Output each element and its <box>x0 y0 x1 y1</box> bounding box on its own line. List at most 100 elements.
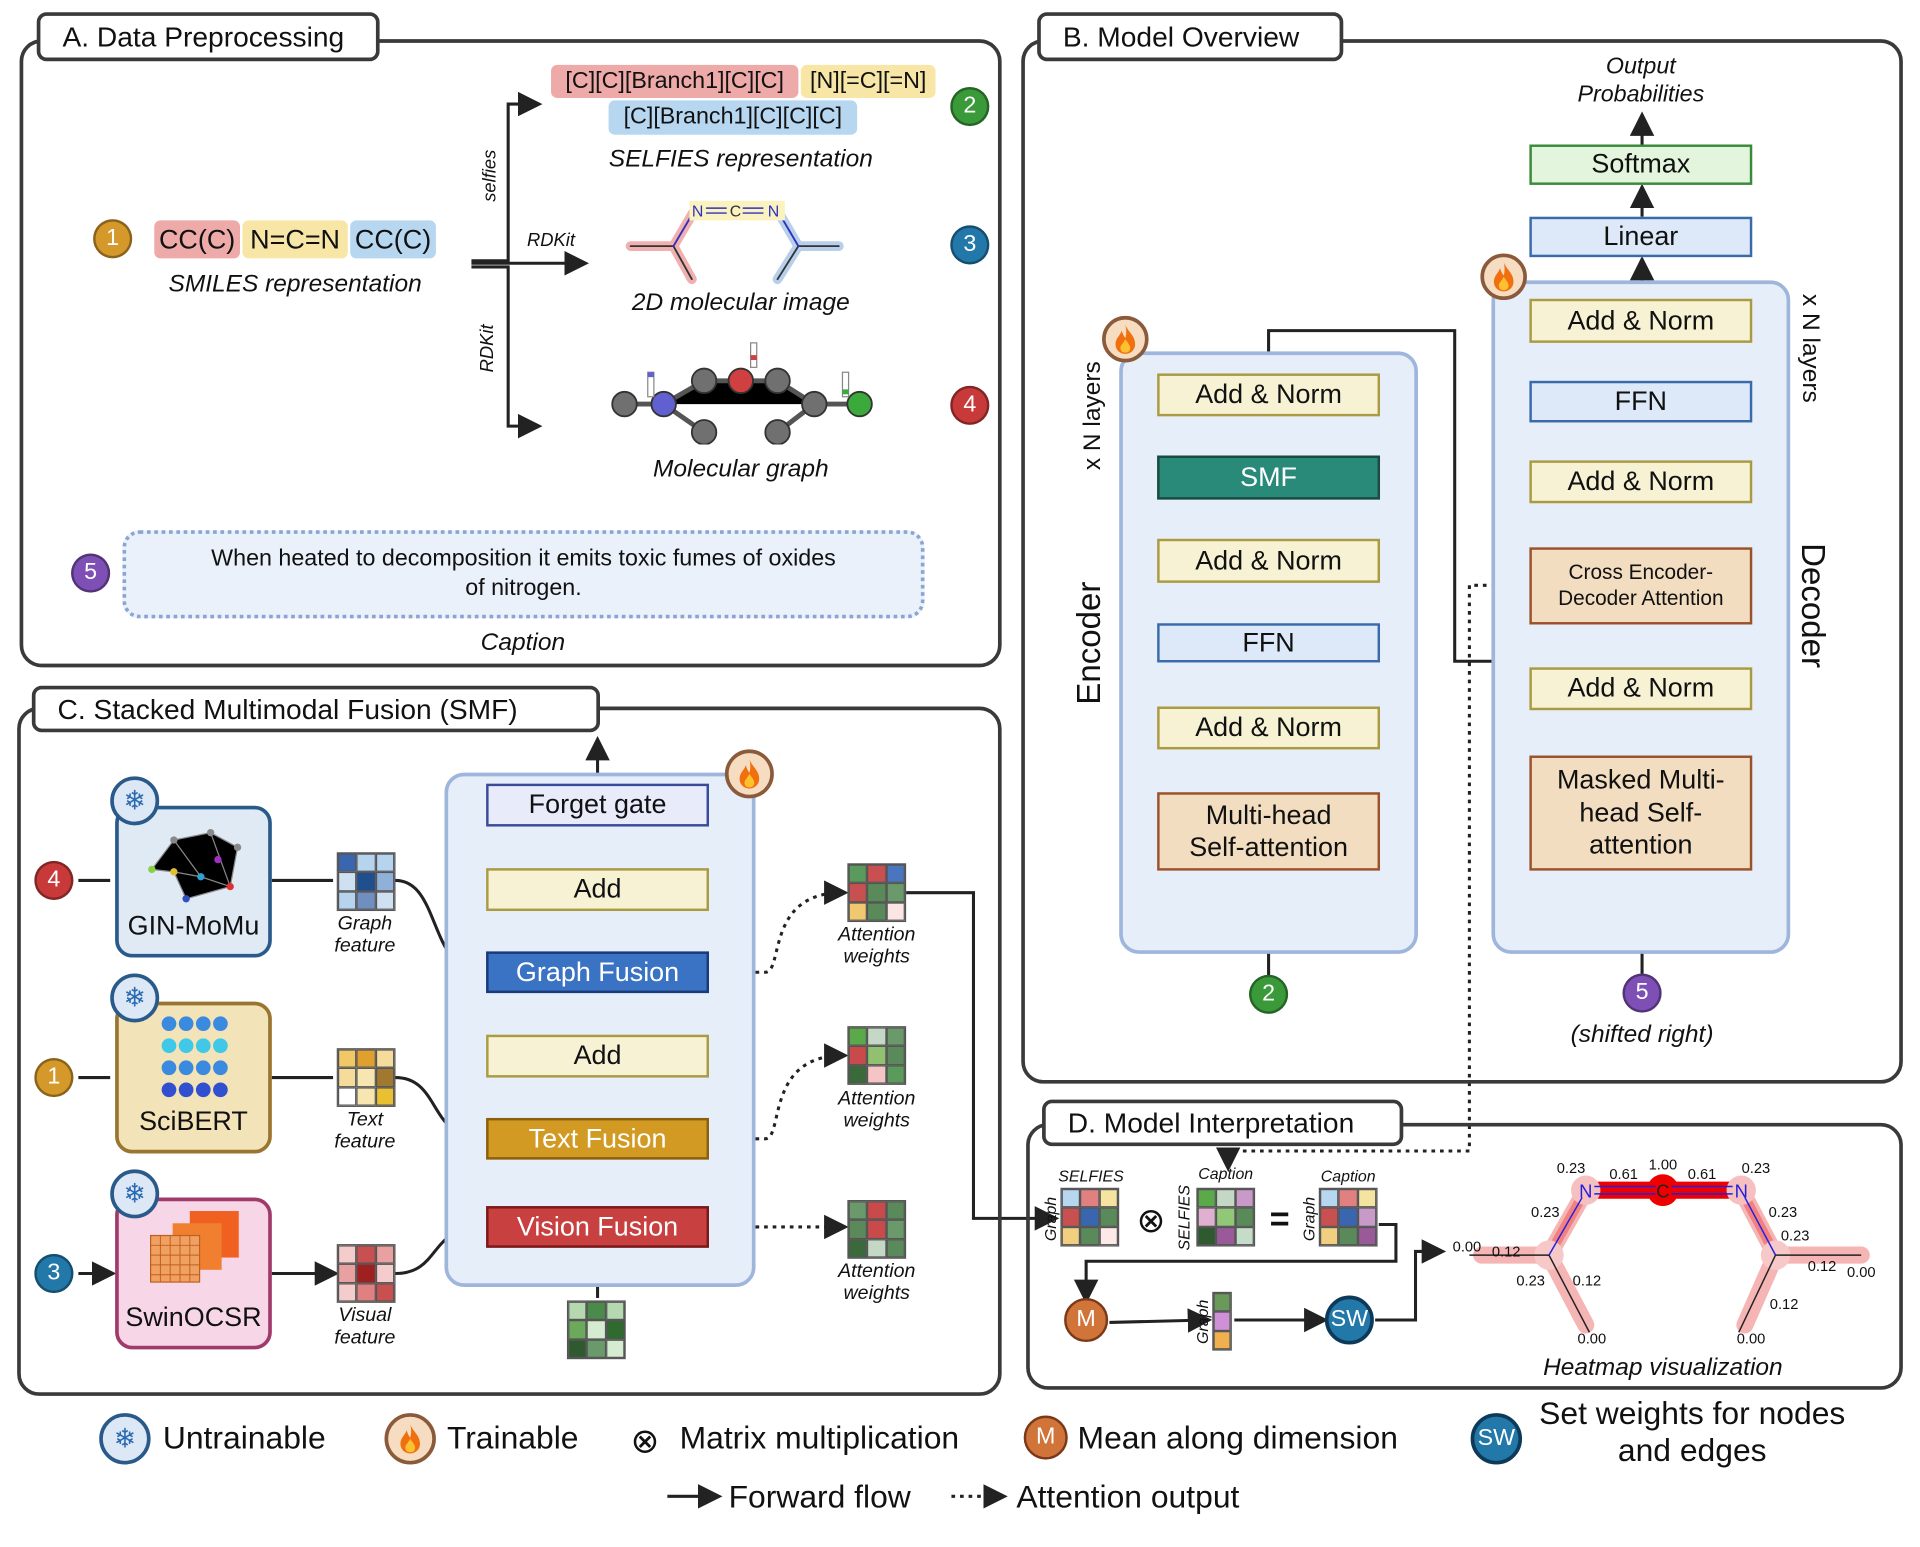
decoder-add-norm-2: Add & Norm <box>1529 460 1753 504</box>
weight-label: 0.61 <box>1688 1167 1717 1183</box>
legend-fire-icon <box>384 1413 436 1465</box>
legend-matmul: Matrix multiplication <box>679 1419 960 1456</box>
badge-caption: 5 <box>71 553 111 593</box>
matrix-cell <box>1080 1207 1100 1227</box>
atom-label: C <box>1656 1181 1669 1202</box>
matrix-cell <box>337 1068 357 1087</box>
graph-selfies-matrix <box>1060 1187 1120 1247</box>
matrix-cell <box>848 1027 868 1047</box>
swinocsr-label: SwinOCSR <box>125 1301 262 1333</box>
weight-label: 0.23 <box>1531 1205 1560 1221</box>
encoder-label: Encoder <box>1070 581 1108 705</box>
scibert-label: SciBERT <box>139 1105 248 1137</box>
matrix-cell <box>1338 1207 1358 1227</box>
matrix-cell <box>867 1201 887 1221</box>
legend-attention-output: Attention output <box>1016 1477 1240 1515</box>
m2-top-label: Caption <box>1198 1164 1254 1183</box>
caption-box: When heated to decomposition it emits to… <box>122 530 925 619</box>
encoder-add-norm-3: Add & Norm <box>1157 373 1381 417</box>
matrix-cell <box>356 1086 376 1106</box>
encoder-add-norm-2: Add & Norm <box>1157 538 1381 583</box>
matrix-cell <box>375 1245 395 1265</box>
trainable-fire-icon <box>724 749 774 799</box>
matrix-cell <box>848 902 868 921</box>
matrix-cell <box>568 1320 587 1340</box>
selfies-arrow-label: selfies <box>479 149 501 202</box>
attention-weights-label: Attention weights <box>838 1261 916 1305</box>
image-label: 2D molecular image <box>631 288 850 316</box>
weight-label: 0.00 <box>1737 1331 1766 1347</box>
m2-side-label: SELFIES <box>1174 1184 1194 1251</box>
matrix-cell <box>568 1301 587 1321</box>
matrix-cell <box>1213 1330 1231 1350</box>
smf-container <box>444 772 756 1287</box>
selfies-chip: [N][=C][=N] <box>800 64 936 98</box>
untrainable-snowflake-icon: ❄ <box>110 1169 160 1219</box>
atom-label: N <box>1735 1181 1748 1202</box>
weight-label: 0.23 <box>1516 1274 1545 1290</box>
weight-label: 0.12 <box>1770 1297 1799 1313</box>
matrix-cell <box>356 1049 376 1069</box>
decoder-add-norm-1: Add & Norm <box>1529 667 1753 711</box>
legend-snowflake-icon: ❄ <box>99 1413 151 1465</box>
text-feature-label: Text feature <box>334 1109 396 1153</box>
matrix-cell <box>1099 1226 1118 1246</box>
svg-text:N: N <box>692 204 704 221</box>
matrix-cell <box>886 1064 905 1084</box>
decoder-add-norm-3: Add & Norm <box>1529 298 1753 343</box>
matrix-cell <box>848 1046 868 1065</box>
matrix-cell <box>848 1064 868 1084</box>
weight-label: 0.12 <box>1492 1244 1521 1260</box>
gin-momu-label: GIN-MoMu <box>127 909 260 941</box>
equals-sign: = <box>1269 1200 1290 1238</box>
matrix-cell <box>867 1046 887 1065</box>
matrix-cell <box>375 1086 395 1106</box>
vector-side-label: Graph <box>1193 1299 1212 1344</box>
decoder-linear: Linear <box>1529 216 1753 258</box>
panel-b-title: B. Model Overview <box>1037 12 1344 62</box>
decoder-ffn: FFN <box>1529 380 1753 423</box>
encoder-input-badge: 2 <box>1248 974 1289 1014</box>
graph-label: Molecular graph <box>653 455 829 483</box>
untrainable-snowflake-icon: ❄ <box>110 973 160 1023</box>
matrix-cell <box>867 864 887 884</box>
weight-label: 0.61 <box>1609 1167 1638 1183</box>
matrix-cell <box>568 1339 587 1358</box>
attention-weights-matrix <box>847 1200 907 1259</box>
graph-input-badge: 4 <box>34 860 74 901</box>
selfies-label: SELFIES representation <box>608 145 873 173</box>
decoder-softmax: Softmax <box>1529 144 1753 185</box>
matrix-cell <box>337 1264 357 1283</box>
rdkit-image-arrow-label: RDKit <box>527 230 575 252</box>
image-patches-icon <box>150 1211 239 1283</box>
selfies-chip: [C][C][Branch1][C][C] <box>551 64 799 98</box>
matrix-cell <box>375 1049 395 1069</box>
m1-top-label: SELFIES <box>1058 1166 1124 1186</box>
legend-forward-flow: Forward flow <box>728 1477 911 1515</box>
text-feature-matrix <box>336 1048 396 1107</box>
decoder-masked-self-attention: Masked Multi-head Self-attention <box>1529 755 1753 871</box>
matrix-cell <box>375 1282 395 1302</box>
weight-label: 0.23 <box>1742 1161 1771 1177</box>
add-block-1: Add <box>486 1034 709 1078</box>
heatmap-label: Heatmap visualization <box>1543 1354 1783 1382</box>
matrix-cell <box>1061 1226 1081 1246</box>
badge-graph: 4 <box>950 385 990 425</box>
add-block-2: Add <box>486 868 709 912</box>
transformer-network-icon <box>161 1016 228 1098</box>
matrix-cell <box>867 1220 887 1239</box>
matrix-cell <box>605 1339 625 1358</box>
matrix-cell <box>1235 1188 1254 1208</box>
matrix-cell <box>1216 1207 1236 1227</box>
panel-model-interpretation <box>1026 1122 1903 1390</box>
legend-mean: Mean along dimension <box>1077 1419 1398 1456</box>
molecule-2d-image: N C N <box>625 200 844 285</box>
encoder-smf: SMF <box>1157 455 1381 500</box>
matrix-cell <box>586 1320 606 1340</box>
panel-d-title: D. Model Interpretation <box>1042 1099 1404 1147</box>
matrix-cell <box>886 1220 905 1239</box>
weight-label: 1.00 <box>1649 1157 1678 1173</box>
untrainable-snowflake-icon: ❄ <box>110 776 160 826</box>
matrix-cell <box>1216 1226 1236 1246</box>
matrix-cell <box>356 853 376 873</box>
